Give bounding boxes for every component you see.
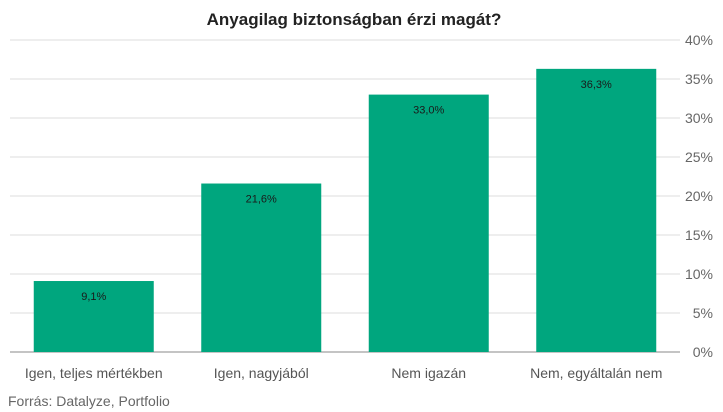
- y-tick-label: 0%: [693, 344, 713, 360]
- x-axis-categories: Igen, teljes mértékben Igen, nagyjából Nem…: [25, 365, 663, 381]
- chart-title: Anyagilag biztonságban érzi magát?: [207, 10, 502, 29]
- bar: [536, 68, 657, 353]
- y-tick-label: 40%: [685, 32, 713, 48]
- bar-value-label: 9,1%: [81, 291, 106, 303]
- bar-value-label: 33,0%: [413, 105, 444, 117]
- y-tick-label: 35%: [685, 71, 713, 87]
- category-label: Nem igazán: [391, 365, 466, 381]
- bar: [33, 281, 154, 352]
- bar-value-label: 21,6%: [246, 194, 277, 206]
- y-tick-label: 10%: [685, 266, 713, 282]
- y-tick-label: 30%: [685, 110, 713, 126]
- bar: [368, 94, 489, 352]
- y-axis-ticks: 0% 5% 10% 15% 20% 25% 30% 35% 40%: [685, 32, 713, 360]
- category-label: Nem, egyáltalán nem: [530, 365, 662, 381]
- category-label: Igen, nagyjából: [214, 365, 309, 381]
- y-tick-label: 15%: [685, 227, 713, 243]
- y-tick-label: 5%: [693, 305, 713, 321]
- source-note: Forrás: Datalyze, Portfolio: [8, 393, 170, 409]
- bars: [33, 68, 657, 353]
- bar: [201, 183, 322, 352]
- bar-value-label: 36,3%: [581, 79, 612, 91]
- category-label: Igen, teljes mértékben: [25, 365, 163, 381]
- data-labels: 9,1% 21,6% 33,0% 36,3%: [81, 79, 612, 303]
- y-tick-label: 25%: [685, 149, 713, 165]
- y-tick-label: 20%: [685, 188, 713, 204]
